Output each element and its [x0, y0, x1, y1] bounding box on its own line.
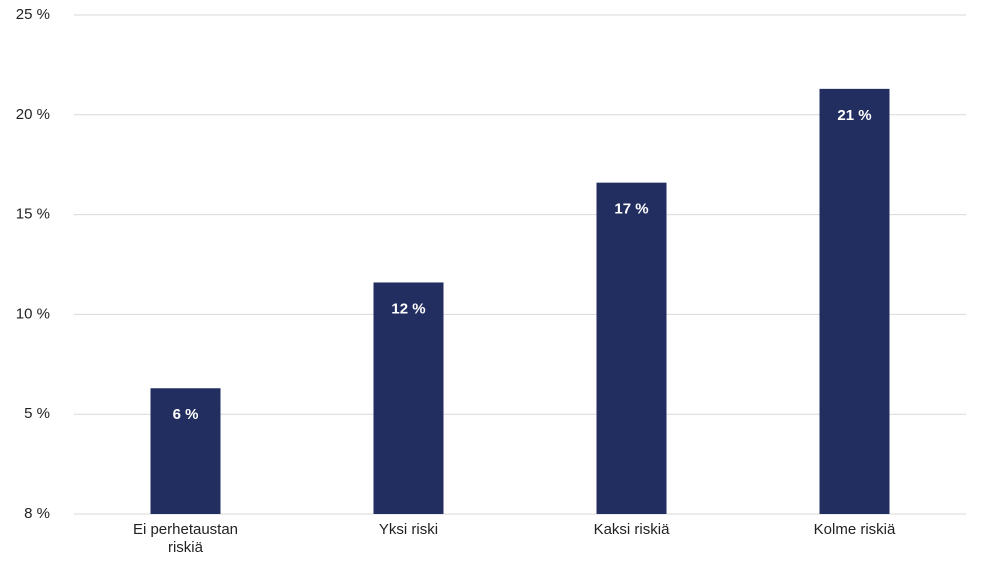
data-label: 17 % — [614, 201, 648, 218]
x-tick-label: Kaksi riskiä — [593, 521, 670, 538]
data-label: 21 % — [837, 107, 871, 124]
y-tick-label: 10 % — [16, 305, 50, 322]
y-tick-label: 25 % — [16, 6, 50, 23]
bar — [596, 182, 667, 514]
y-tick-label: 20 % — [16, 106, 50, 123]
bar — [373, 282, 444, 514]
data-label: 12 % — [391, 300, 425, 317]
y-tick-label: 8 % — [24, 505, 50, 522]
x-tick-label: Ei perhetaustan riskiä — [132, 521, 239, 556]
bar — [150, 388, 221, 514]
x-tick-label: Kolme riskiä — [813, 521, 896, 538]
bar — [819, 88, 890, 515]
y-tick-label: 15 % — [16, 206, 50, 223]
x-tick-label: Yksi riski — [378, 521, 439, 538]
data-label: 6 % — [173, 406, 199, 423]
y-tick-label: 5 % — [24, 405, 50, 422]
